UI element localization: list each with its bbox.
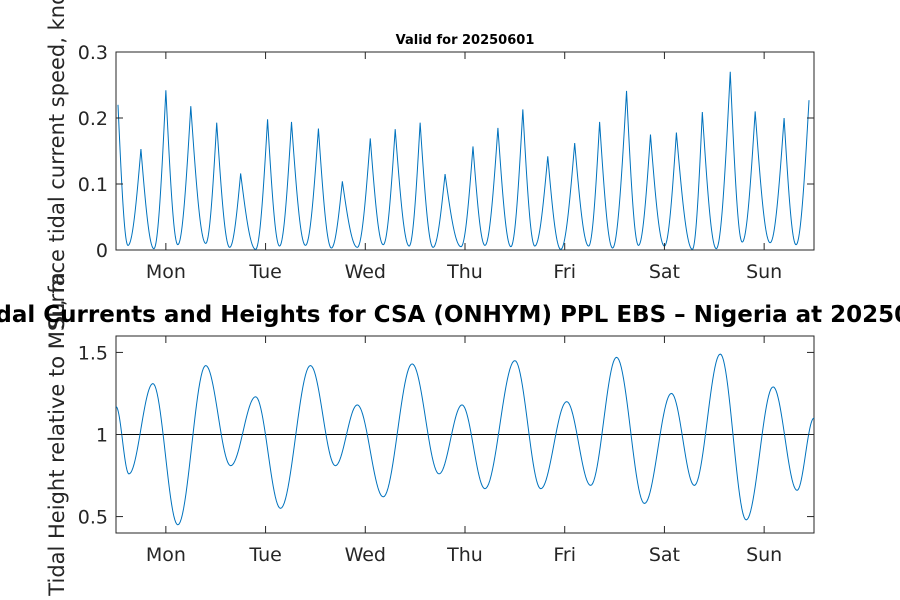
- y-tick-label: 0.5: [78, 507, 108, 529]
- x-tick-label: Fri: [553, 261, 576, 283]
- x-tick-label: Thu: [446, 261, 483, 283]
- current-speed-ticks: 0 0.1 0.2 0.3 Mon Tue Wed Thu Fri Sat Sun: [78, 42, 814, 283]
- y-tick-label: 1.5: [78, 342, 108, 364]
- tidal-height-ylabel: Tidal Height relative to MSL, m: [45, 272, 69, 596]
- y-tick-label: 0.1: [78, 174, 108, 196]
- x-tick-label: Wed: [345, 544, 386, 566]
- x-tick-label: Tue: [248, 544, 281, 566]
- series-line-0-0: [117, 71, 810, 250]
- main-title: Tidal Currents and Heights for CSA (ONHY…: [0, 302, 900, 328]
- y-tick-label: 0.2: [78, 108, 108, 130]
- tidal-height-plot: [115, 353, 815, 526]
- tidal-height-ticks: 0.5 1 1.5 Mon Tue Wed Thu Fri Sat Sun: [78, 336, 814, 566]
- series-line-1-0: [115, 353, 815, 526]
- y-tick-label: 1: [96, 425, 108, 447]
- x-tick-label: Tue: [248, 261, 281, 283]
- x-tick-label: Mon: [146, 261, 186, 283]
- y-tick-label: 0.3: [78, 42, 108, 64]
- x-tick-label: Mon: [146, 544, 186, 566]
- x-tick-label: Sat: [649, 544, 680, 566]
- current-speed-title: Valid for 20250601: [396, 33, 535, 48]
- x-tick-label: Fri: [553, 544, 576, 566]
- x-tick-label: Sun: [746, 261, 782, 283]
- current-speed-ylabel: Surface tidal current speed, knots: [45, 0, 69, 329]
- y-tick-label: 0: [96, 240, 108, 262]
- x-tick-label: Sun: [746, 544, 782, 566]
- x-tick-label: Wed: [345, 261, 386, 283]
- current-speed-axes: [115, 51, 815, 251]
- x-tick-label: Sat: [649, 261, 680, 283]
- current-speed-plot: [117, 71, 810, 250]
- x-tick-label: Thu: [446, 544, 483, 566]
